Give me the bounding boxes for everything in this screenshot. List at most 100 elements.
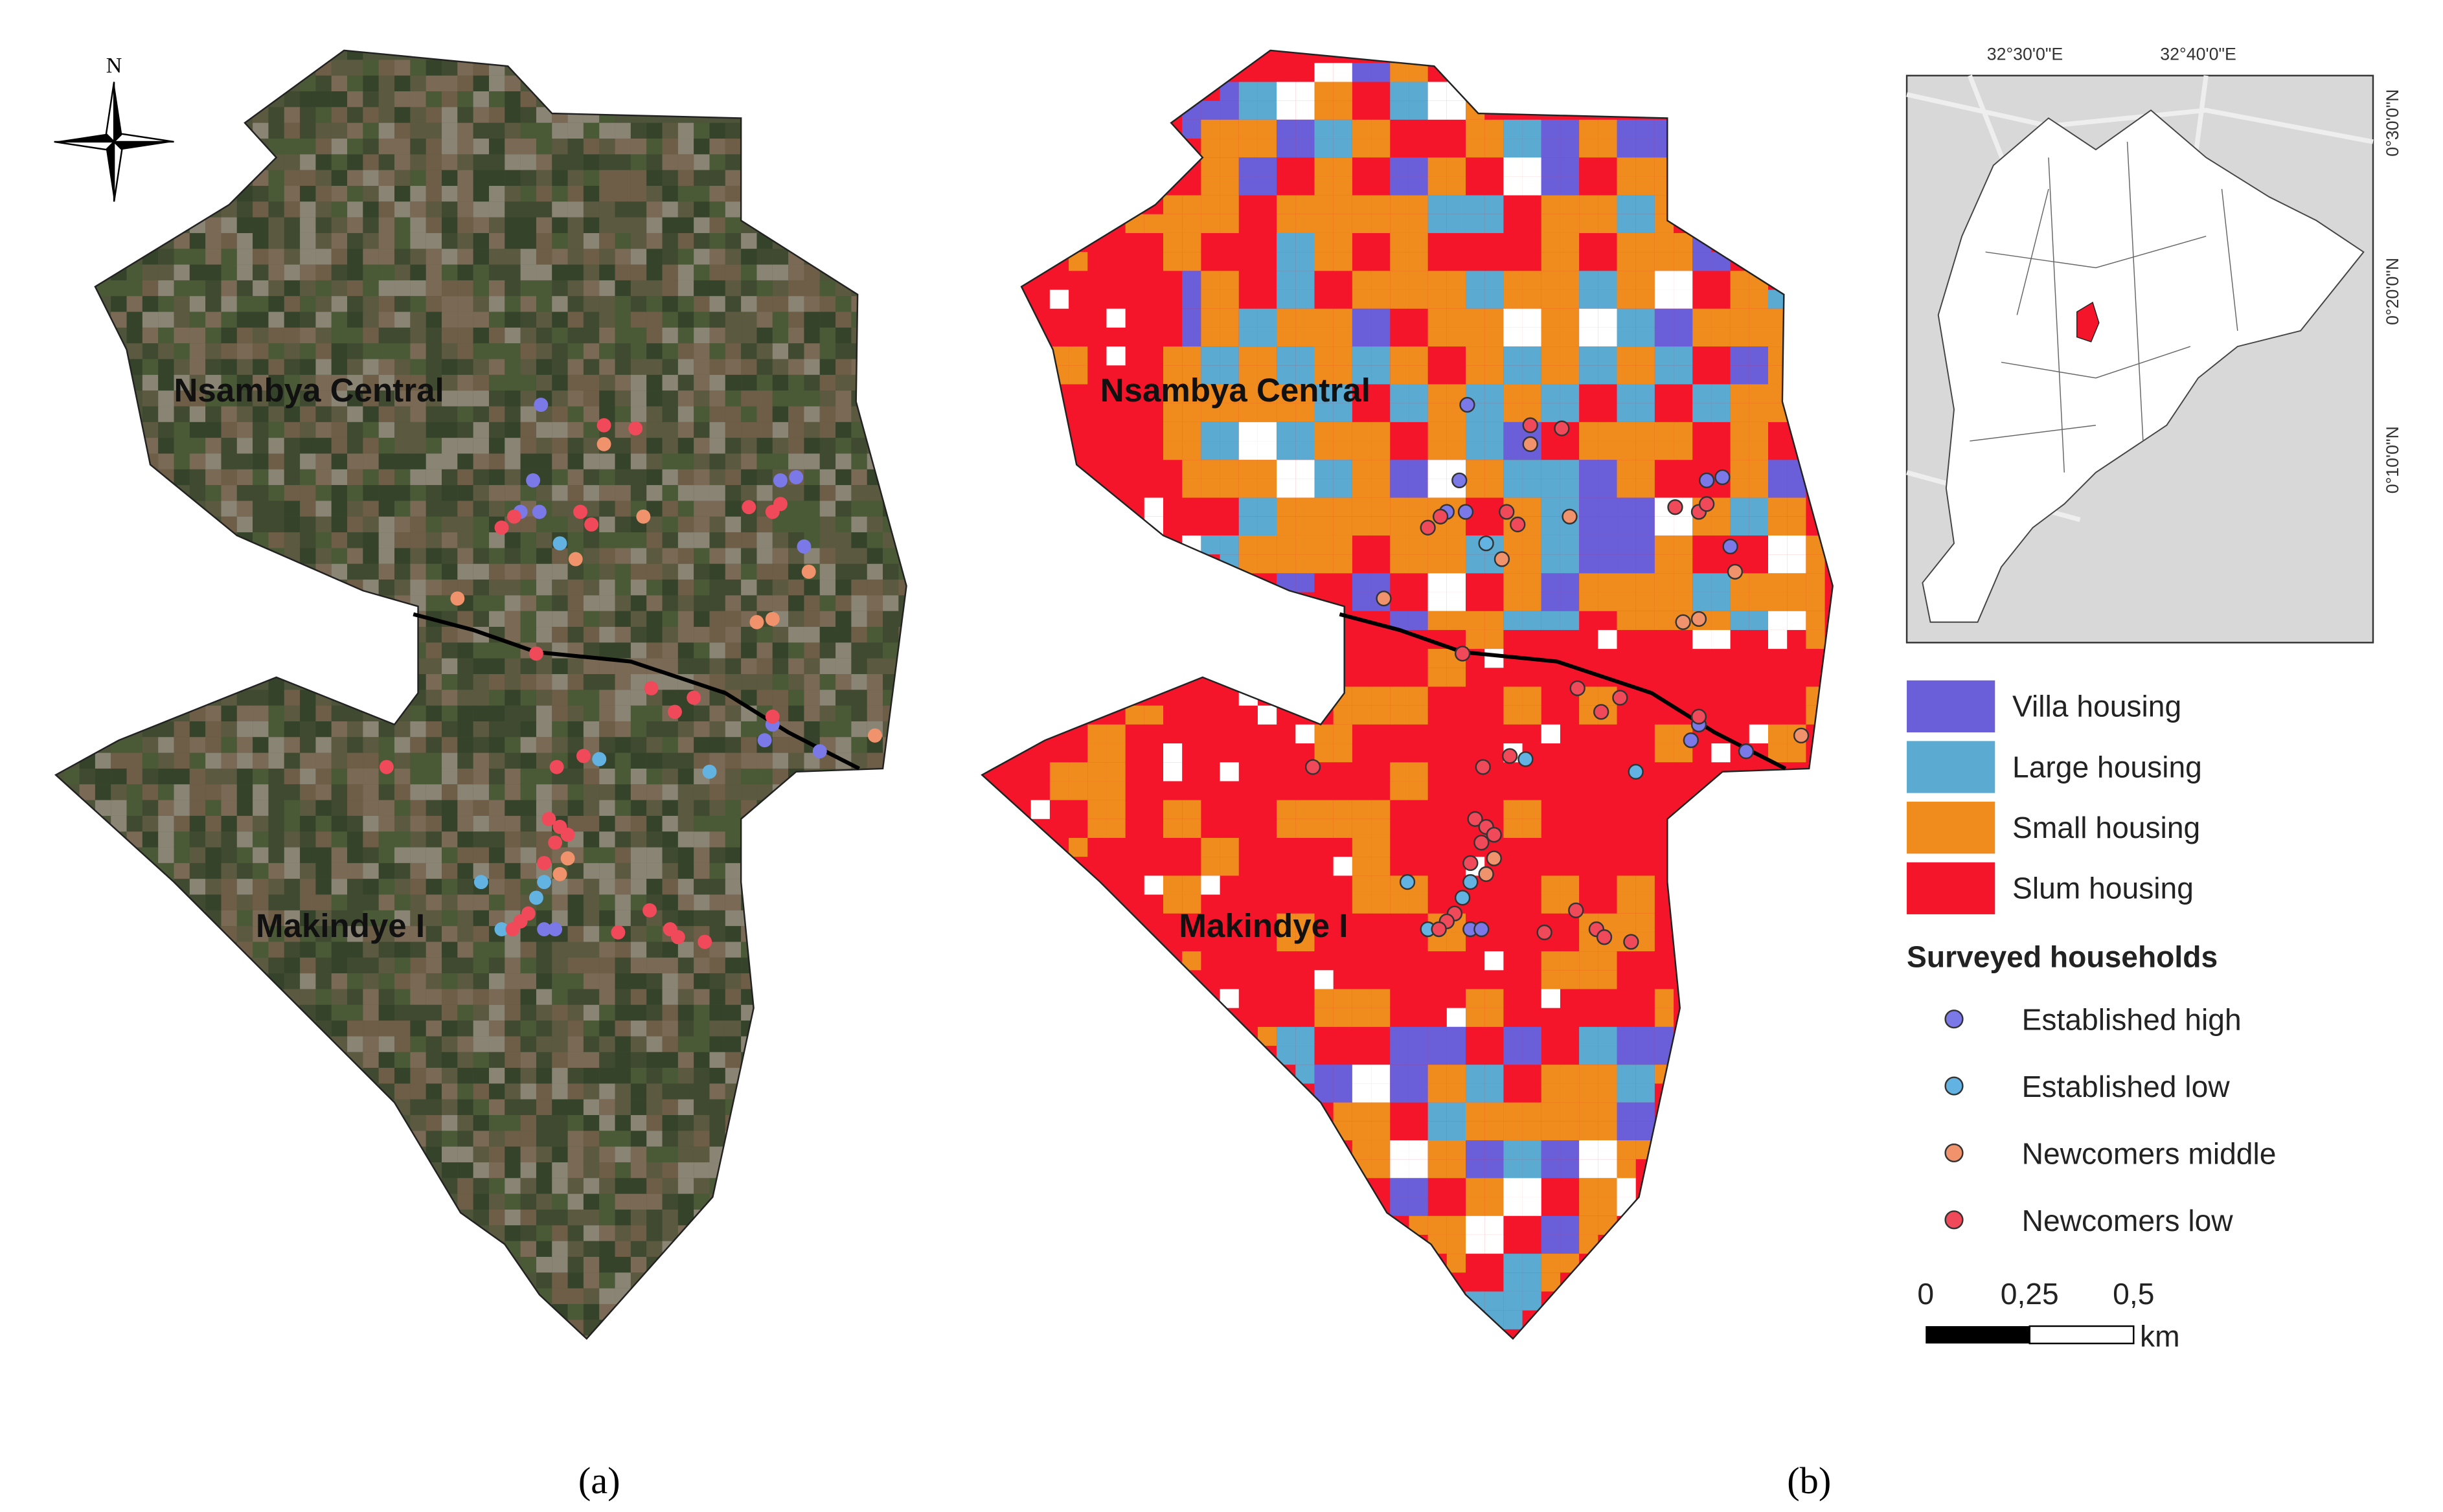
housing-cell — [1635, 139, 1655, 158]
terrain — [709, 374, 725, 391]
terrain — [599, 942, 615, 958]
terrain — [599, 800, 615, 816]
terrain — [694, 1021, 710, 1037]
household — [549, 760, 564, 774]
housing-cell — [1446, 611, 1466, 630]
housing-cell — [1617, 573, 1636, 592]
housing-cell — [1768, 384, 1788, 403]
terrain — [788, 359, 804, 375]
terrain — [520, 249, 536, 265]
housing-cell — [1522, 1121, 1541, 1140]
terrain — [347, 879, 363, 895]
terrain — [788, 453, 804, 469]
terrain — [174, 752, 190, 769]
terrain — [473, 327, 489, 344]
terrain — [583, 926, 600, 942]
terrain — [111, 311, 127, 328]
terrain — [630, 1162, 647, 1179]
terrain — [583, 186, 600, 202]
housing-cell — [1277, 327, 1296, 347]
terrain — [520, 1178, 536, 1194]
housing-cell — [1220, 857, 1239, 876]
terrain — [646, 1068, 663, 1084]
terrain — [536, 957, 552, 974]
terrain — [615, 122, 631, 139]
terrain — [552, 627, 568, 643]
housing-cell — [1220, 157, 1239, 177]
housing-cell — [1295, 214, 1315, 233]
housing-cell — [1560, 252, 1580, 271]
housing-cell — [1598, 1026, 1617, 1046]
terrain — [536, 232, 552, 249]
terrain — [630, 957, 647, 974]
terrain — [709, 721, 725, 738]
terrain — [756, 264, 773, 280]
terrain — [662, 1241, 678, 1257]
terrain — [253, 705, 269, 721]
terrain — [394, 186, 411, 202]
terrain — [567, 611, 584, 627]
terrain — [756, 280, 773, 297]
terrain — [709, 249, 725, 265]
housing-cell — [1560, 232, 1580, 253]
housing-cell — [1484, 403, 1504, 422]
terrain — [221, 374, 237, 391]
terrain — [347, 139, 363, 155]
terrain — [410, 879, 426, 895]
housing-cell — [1446, 1065, 1466, 1084]
housing-cell — [1730, 365, 1749, 385]
housing-cell — [1295, 913, 1315, 932]
terrain — [615, 973, 631, 989]
terrain — [221, 721, 237, 738]
road — [1339, 612, 1787, 771]
terrain — [331, 359, 348, 375]
terrain — [583, 548, 600, 564]
terrain — [630, 1178, 647, 1194]
terrain — [253, 280, 269, 297]
terrain — [205, 359, 222, 375]
terrain — [363, 957, 379, 974]
terrain — [851, 563, 867, 580]
terrain — [394, 1068, 411, 1084]
housing-cell — [1541, 1159, 1560, 1179]
terrain — [488, 422, 505, 438]
terrain — [300, 737, 316, 753]
terrain — [363, 264, 379, 280]
terrain — [300, 516, 316, 533]
terrain — [284, 910, 301, 927]
terrain — [378, 122, 395, 139]
housing-cell — [1674, 252, 1693, 271]
terrain — [646, 217, 663, 233]
terrain — [426, 926, 442, 942]
terrain — [394, 327, 411, 344]
housing-cell — [1654, 724, 1674, 744]
housing-cell — [1390, 157, 1409, 177]
terrain — [300, 390, 316, 407]
housing-cell — [1333, 441, 1352, 460]
terrain — [189, 831, 206, 848]
terrain — [741, 406, 757, 422]
terrain — [662, 406, 678, 422]
terrain — [599, 1193, 615, 1210]
housing-cell — [1427, 460, 1447, 479]
terrain — [505, 374, 521, 391]
household — [1462, 874, 1479, 890]
terrain — [488, 1021, 505, 1037]
housing-cell — [1446, 308, 1466, 328]
terrain — [804, 721, 820, 738]
terrain — [488, 752, 505, 769]
terrain — [552, 1178, 568, 1194]
terrain — [741, 548, 757, 564]
housing-cell — [1503, 139, 1523, 158]
housing-cell — [1201, 346, 1220, 366]
terrain — [599, 1225, 615, 1241]
terrain — [709, 139, 725, 155]
terrain — [725, 595, 742, 611]
terrain — [630, 705, 647, 721]
terrain — [536, 170, 552, 186]
housing-cell — [1522, 497, 1541, 517]
terrain — [253, 800, 269, 816]
terrain — [662, 374, 678, 391]
terrain — [819, 658, 836, 675]
terrain — [284, 422, 301, 438]
